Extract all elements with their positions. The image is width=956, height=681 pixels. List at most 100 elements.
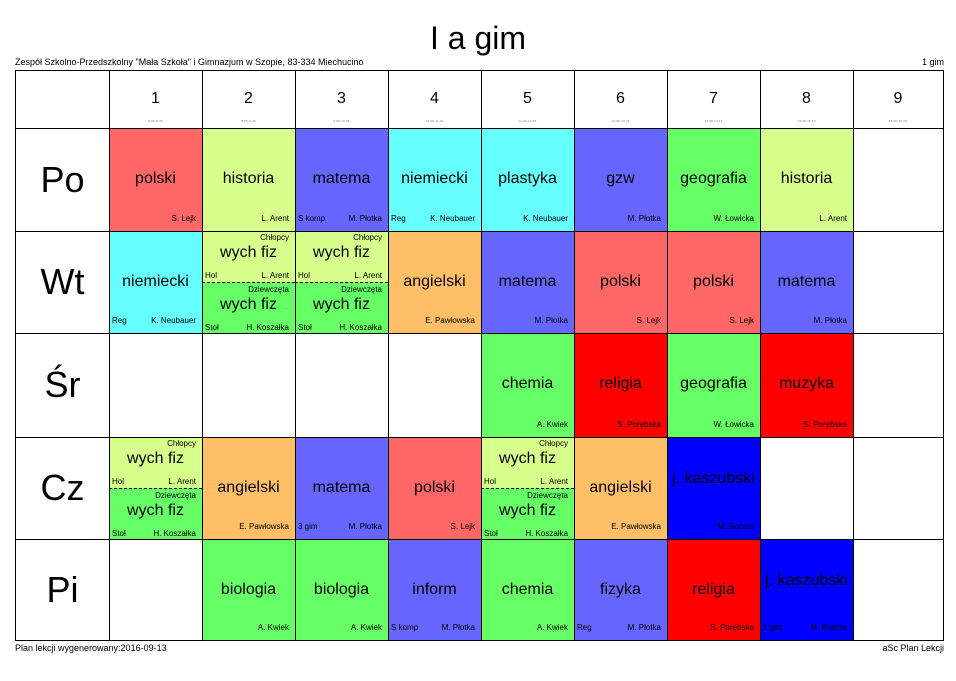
group-label: Dziewczęta <box>527 491 568 500</box>
grid-line <box>109 71 110 640</box>
room-label: Reg <box>391 214 406 223</box>
generated-date: Plan lekcji wygenerowany:2016-09-13 <box>15 643 167 653</box>
teacher-name: E. Pawłowska <box>239 522 289 531</box>
room-label: Stoł <box>112 529 126 538</box>
period-header: 1 8:00-8:45 <box>109 71 202 128</box>
teacher-name: L. Arent <box>354 271 382 280</box>
lesson-cell: Chłopcy wych fiz Hol L. Arent Dziewczęta wych… <box>295 231 388 334</box>
lesson-cell: biologia A. Kwiek <box>202 539 295 640</box>
subject-name: religia <box>692 581 735 598</box>
lesson-cell: Chłopcy wych fiz Hol L. Arent Dziewczęta wych… <box>202 231 295 334</box>
teacher-name: L. Arent <box>261 214 289 223</box>
school-name: Zespół Szkolno-Przedszkolny "Mała Szkoła… <box>15 57 364 67</box>
teacher-name: M. Romza <box>810 623 847 632</box>
lesson-cell: chemia A. Kwiek <box>481 539 574 640</box>
teacher-name: A. Kwiek <box>536 623 568 632</box>
teacher-name: S. Lejk <box>171 214 196 223</box>
period-number: 9 <box>893 90 903 107</box>
grid-line <box>16 333 943 334</box>
teacher-name: H. Koszałka <box>339 323 382 332</box>
group-label: Dziewczęta <box>341 285 382 294</box>
subject-name: j. kaszubski <box>672 470 755 487</box>
lesson-cell: muzyka S. Porębska <box>760 333 853 437</box>
teacher-name: L. Arent <box>168 477 196 486</box>
period-number: 8 <box>802 90 811 107</box>
lesson-cell: fizyka Reg M. Płotka <box>574 539 667 640</box>
room-label: Stoł <box>205 323 219 332</box>
room-label: Stoł <box>484 529 498 538</box>
grid-line <box>667 71 668 640</box>
grid-line <box>388 71 389 640</box>
period-time: 12:35-13:20 <box>611 119 630 123</box>
lesson-cell: angielski E. Pawłowska <box>202 437 295 539</box>
lesson-half-top: Chłopcy wych fiz Hol L. Arent <box>295 231 388 282</box>
period-header: 5 11:40-12:25 <box>481 71 574 128</box>
subject-name: matema <box>498 273 557 290</box>
page-title: I a gim <box>429 20 527 56</box>
group-label: Dziewczęta <box>248 285 289 294</box>
teacher-name: E. Pawłowska <box>425 316 475 325</box>
lesson-cell: geografia W. Łowicka <box>667 333 760 437</box>
subject-name: wych fiz <box>220 296 277 313</box>
lesson-cell: polski S. Lejk <box>109 128 202 231</box>
lesson-cell: gzw M. Płotka <box>574 128 667 231</box>
teacher-name: S. Lejk <box>729 316 754 325</box>
room-label: 1 gim <box>763 623 783 632</box>
lesson-cell: matema M. Płotka <box>481 231 574 333</box>
lesson-cell: j. kaszubski M. Romza <box>667 437 760 539</box>
teacher-name: S. Lejk <box>450 522 475 531</box>
subject-name: inform <box>412 581 457 598</box>
teacher-name: M. Płotka <box>813 316 847 325</box>
period-number: 2 <box>244 90 253 107</box>
subject-name: wych fiz <box>313 244 370 261</box>
lesson-half-top: Chłopcy wych fiz Hol L. Arent <box>202 231 295 282</box>
subject-name: gzw <box>606 170 635 187</box>
teacher-name: W. Łowicka <box>713 214 754 223</box>
room-label: Hol <box>205 271 218 280</box>
period-time: 8:55-9:40 <box>241 119 256 123</box>
app-credit: aSc Plan Lekcji <box>882 643 944 653</box>
teacher-name: K. Neubauer <box>430 214 475 223</box>
period-number: 1 <box>151 90 160 107</box>
group-label: Chłopcy <box>167 439 196 448</box>
lesson-cell: plastyka K. Neubauer <box>481 128 574 231</box>
subject-name: chemia <box>501 375 554 392</box>
teacher-name: M. Płotka <box>348 214 382 223</box>
group-label: Dziewczęta <box>155 491 196 500</box>
period-time: 9:50-10:35 <box>333 119 350 123</box>
subject-name: historia <box>222 170 275 187</box>
subject-name: polski <box>135 170 176 187</box>
subject-name: wych fiz <box>499 450 556 467</box>
lesson-cell: niemiecki Reg K. Neubauer <box>109 231 202 333</box>
period-number: 5 <box>523 90 532 107</box>
period-header: 3 9:50-10:35 <box>295 71 388 128</box>
teacher-name: S. Lejk <box>636 316 661 325</box>
lesson-cell: geografia W. Łowicka <box>667 128 760 231</box>
room-label: Hol <box>484 477 497 486</box>
grid-line <box>853 71 854 640</box>
room-label: Hol <box>298 271 311 280</box>
room-label: Reg <box>112 316 127 325</box>
day-label: Pi <box>46 568 79 610</box>
lesson-cell: historia L. Arent <box>202 128 295 231</box>
grid-line <box>16 231 943 232</box>
period-header: 2 8:55-9:40 <box>202 71 295 128</box>
period-time: 11:40-12:25 <box>518 119 537 123</box>
teacher-name: K. Neubauer <box>151 316 196 325</box>
teacher-name: W. Łowicka <box>713 420 754 429</box>
teacher-name: A. Kwiek <box>350 623 382 632</box>
teacher-name: M. Płotka <box>441 623 475 632</box>
room-label: Reg <box>577 623 592 632</box>
lesson-cell: matema 3 gim M. Płotka <box>295 437 388 539</box>
lesson-cell: niemiecki Reg K. Neubauer <box>388 128 481 231</box>
subject-name: biologia <box>313 581 370 598</box>
teacher-name: E. Pawłowska <box>611 522 661 531</box>
lesson-cell: biologia A. Kwiek <box>295 539 388 640</box>
room-label: 3 gim <box>298 522 318 531</box>
grid-line <box>202 71 203 640</box>
day-label: Śr <box>44 364 81 405</box>
group-label: Chłopcy <box>260 233 289 242</box>
period-number: 3 <box>337 90 346 107</box>
lesson-cell: matema S komp M. Płotka <box>295 128 388 231</box>
grid-line <box>16 437 943 438</box>
